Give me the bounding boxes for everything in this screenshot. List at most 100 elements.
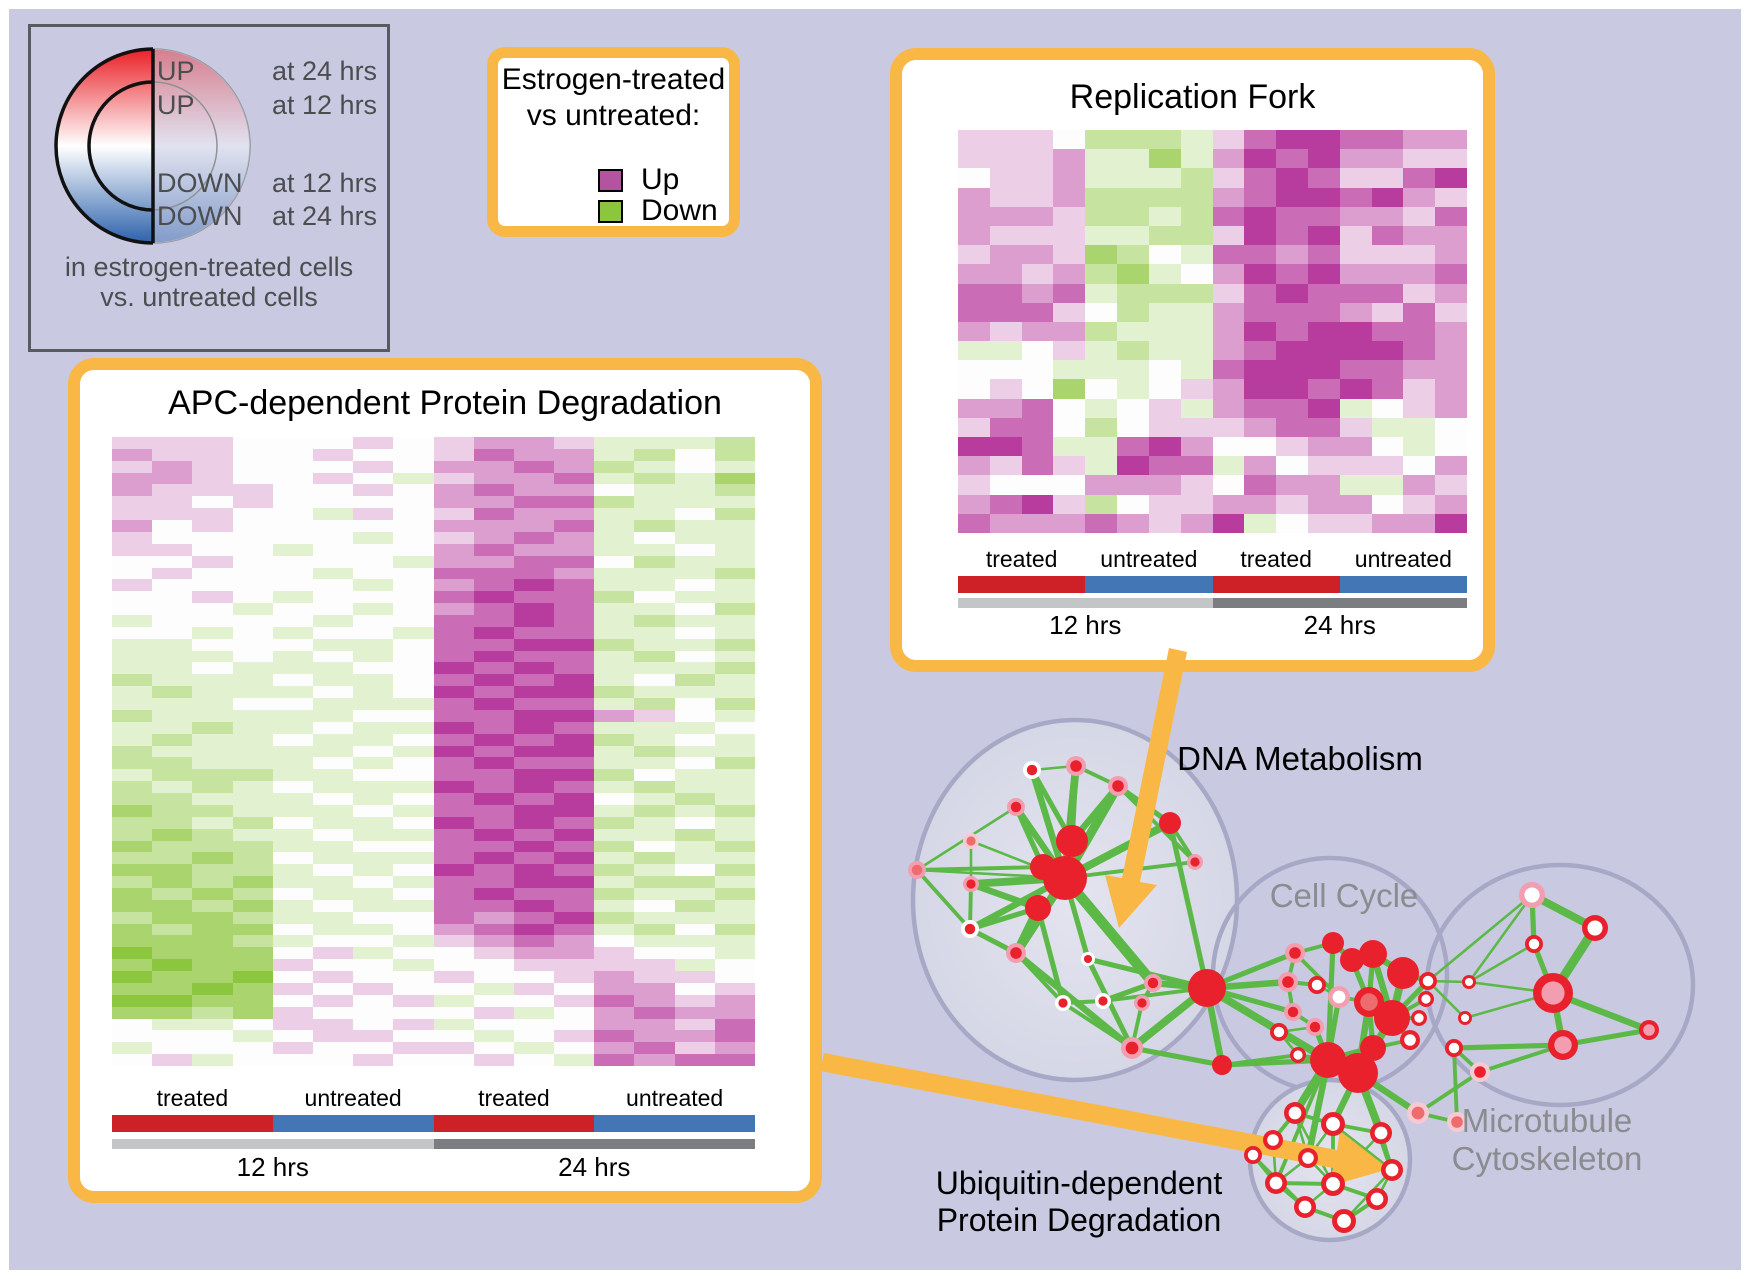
heatmap-cell — [152, 686, 193, 699]
heatmap-cell — [353, 626, 394, 639]
heatmap-cell — [674, 531, 715, 544]
heatmap-cell — [958, 168, 990, 188]
heatmap-cell — [353, 769, 394, 782]
heatmap-cell — [152, 994, 193, 1007]
heatmap-cell — [433, 971, 474, 983]
network-node — [1326, 1177, 1340, 1191]
heatmap-cell — [473, 638, 514, 651]
heatmap-cell — [1053, 168, 1086, 188]
heatmap-cell — [312, 674, 354, 687]
heatmap-cell — [1276, 341, 1308, 361]
heatmap-cell — [192, 709, 233, 722]
heatmap-cell — [1180, 494, 1213, 514]
heatmap-cell — [272, 793, 313, 805]
heatmap-cell — [1212, 302, 1245, 322]
heatmap-cell — [1180, 168, 1213, 188]
heatmap-cell — [312, 484, 354, 497]
heatmap-cell — [513, 662, 555, 675]
heatmap-cell — [433, 911, 474, 924]
network-edge — [1014, 951, 1065, 1005]
heatmap-cell — [393, 496, 434, 509]
heatmap-cell — [554, 994, 595, 1007]
heatmap-cell — [272, 864, 313, 877]
heatmap-cell — [272, 1006, 313, 1019]
heatmap-cell — [1085, 187, 1118, 207]
heatmap-cell — [1307, 283, 1340, 303]
heatmap-cell — [1021, 130, 1054, 150]
heatmap-cell — [152, 733, 193, 746]
network-node — [1030, 854, 1056, 880]
network-node — [1359, 940, 1387, 968]
heatmap-cell — [634, 1054, 675, 1066]
heatmap-cell — [112, 840, 153, 853]
heatmap-cell — [1244, 513, 1277, 533]
heatmap-cell — [714, 686, 755, 699]
heatmap-cell — [393, 650, 434, 663]
heatmap-cell — [393, 555, 434, 568]
heatmap-cell — [634, 828, 675, 841]
heatmap-cell — [1085, 264, 1118, 284]
heatmap-cell — [152, 935, 193, 948]
heatmap-cell — [594, 579, 635, 592]
heatmap-cell — [714, 698, 755, 710]
heatmap-cell — [594, 520, 635, 532]
heatmap-cell — [152, 982, 193, 995]
heatmap-cell — [1403, 341, 1436, 361]
heatmap-cell — [714, 543, 755, 556]
heatmap-cell — [989, 456, 1022, 476]
heatmap-cell — [353, 508, 394, 521]
heatmap-cell — [232, 520, 273, 532]
network-edge — [1416, 1070, 1482, 1115]
heatmap-cell — [473, 733, 514, 746]
heatmap-cell — [112, 864, 153, 877]
heatmap-cell — [353, 472, 394, 485]
heatmap-cell — [1371, 360, 1404, 380]
heatmap-cell — [353, 437, 394, 449]
heatmap-cell — [1244, 321, 1277, 342]
heatmap-cell — [634, 994, 675, 1007]
heatmap-cell — [353, 864, 394, 877]
heatmap-cell — [513, 1042, 555, 1055]
heatmap-cell — [393, 662, 434, 675]
heatmap-cell — [393, 816, 434, 829]
heatmap-cell — [1307, 302, 1340, 322]
heatmap-cell — [112, 1042, 153, 1055]
heatmap-cell — [272, 745, 313, 758]
heatmap-cell — [1276, 360, 1308, 380]
heatmap-cell — [312, 448, 354, 461]
heatmap-cell — [1148, 149, 1181, 169]
heatmap-cell — [674, 899, 715, 912]
heatmap-cell — [1117, 302, 1149, 322]
heatmap-cell — [958, 494, 990, 514]
heatmap-cell — [353, 793, 394, 805]
heatmap-cell — [1085, 456, 1118, 476]
heatmap-cell — [1403, 513, 1436, 533]
heatmap-cell — [674, 804, 715, 817]
heatmap-cell — [112, 709, 153, 722]
heatmap-cell — [1403, 302, 1436, 322]
heatmap-cell — [674, 757, 715, 770]
heatmap-cell — [312, 460, 354, 473]
heatmap-cell — [513, 674, 555, 687]
heatmap-cell — [192, 531, 233, 544]
heatmap-cell — [594, 793, 635, 805]
heatmap-cell — [232, 971, 273, 983]
heatmap-cell — [1021, 475, 1054, 495]
heatmap-cell — [232, 947, 273, 960]
heatmap-cell — [1435, 149, 1467, 169]
heatmap-cell — [1435, 437, 1467, 457]
heatmap-cell — [1212, 187, 1245, 207]
heatmap-cell — [1244, 437, 1277, 457]
heatmap-cell — [353, 733, 394, 746]
heatmap-cell — [473, 757, 514, 770]
heatmap-cell — [554, 709, 595, 722]
heatmap-cell — [473, 615, 514, 627]
heatmap-cell — [1435, 264, 1467, 284]
heatmap-cell — [674, 828, 715, 841]
heatmap-cell — [312, 959, 354, 972]
apc-panel-title: APC-dependent Protein Degradation — [168, 384, 722, 422]
heatmap-cell — [1435, 417, 1467, 438]
heatmap-cell — [554, 959, 595, 972]
heatmap-cell — [1085, 379, 1118, 399]
heatmap-cell — [192, 567, 233, 580]
